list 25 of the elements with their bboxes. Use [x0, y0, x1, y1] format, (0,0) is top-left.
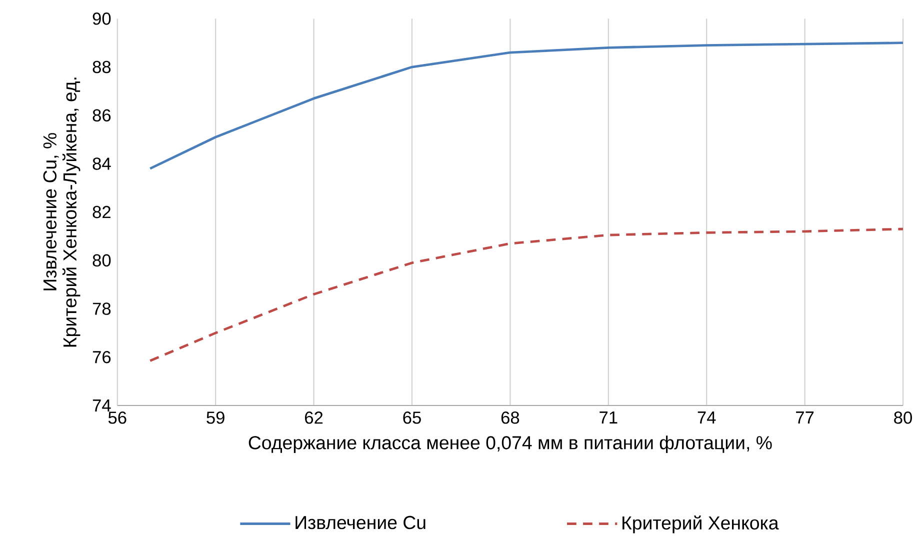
x-axis-title: Содержание класса менее 0,074 мм в питании флотации, %: [248, 436, 772, 454]
legend-label: Критерий Хенкока: [622, 516, 779, 534]
y-tick-label: 90: [92, 12, 111, 26]
x-tick-label: 62: [305, 412, 323, 424]
x-tick-label: 68: [501, 412, 520, 424]
y-tick-label: 76: [92, 351, 111, 364]
x-tick-label: 71: [600, 412, 618, 424]
line-series: [148, 42, 904, 170]
x-tick-label: 65: [403, 412, 421, 424]
line-series: [148, 228, 904, 362]
x-tick-label: 74: [698, 412, 716, 424]
x-tick-label: 80: [894, 412, 912, 424]
y-tick-label: 88: [92, 61, 111, 74]
y-tick-label: 82: [92, 206, 110, 218]
y-tick-label: 78: [92, 302, 111, 316]
y-tick-label: 80: [92, 254, 111, 267]
legend-label: Извлечение Cu: [296, 516, 426, 530]
text: Критерий Хенкока-Луйкена, ед.: [62, 78, 80, 347]
x-tick-label: 59: [206, 412, 224, 424]
text: Извлечение Cu, %: [43, 133, 59, 290]
y-tick-label: 84: [92, 158, 111, 170]
x-tick-label: 56: [108, 412, 126, 424]
x-tick-label: 77: [796, 412, 814, 424]
y-tick-label: 74: [92, 400, 111, 412]
y-tick-label: 86: [92, 109, 111, 122]
